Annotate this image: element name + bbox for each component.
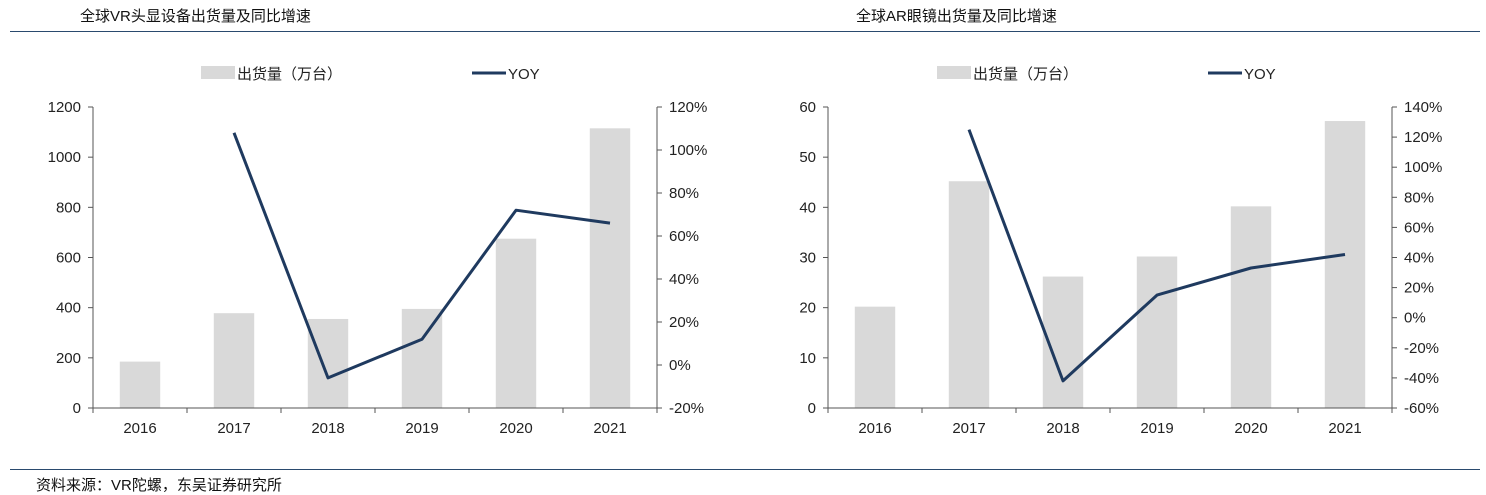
top-divider (10, 31, 1480, 32)
chart-1-left-tick-label: 200 (56, 350, 81, 367)
chart-2-right-tick-label: 0% (1404, 310, 1426, 327)
chart-1-legend-bar-label: 出货量（万台） (237, 66, 342, 83)
bottom-divider (10, 469, 1480, 470)
chart-2-legend-bar-swatch (937, 66, 971, 79)
chart-2-x-label-2017: 2017 (952, 420, 985, 437)
chart-2-left-tick-label: 60 (799, 99, 816, 116)
chart-2-legend-bar-label: 出货量（万台） (973, 66, 1078, 83)
chart-2-left-tick-label: 50 (799, 149, 816, 166)
chart-1-right-tick-label: 20% (669, 314, 699, 331)
chart-1-right-tick-label: -20% (669, 400, 704, 417)
chart-2-right-tick-label: 60% (1404, 219, 1434, 236)
chart-2-left-tick-label: 10 (799, 350, 816, 367)
chart-1-right-tick-label: 120% (669, 99, 707, 116)
chart-1-x-label-2021: 2021 (593, 420, 626, 437)
chart-1-left-tick-label: 800 (56, 199, 81, 216)
chart-1-left-tick-label: 400 (56, 300, 81, 317)
chart-1-left-tick-label: 1200 (48, 99, 81, 116)
chart-1-right-tick-label: 40% (669, 271, 699, 288)
chart-2-right-tick-label: 100% (1404, 159, 1442, 176)
chart-1-right-tick-label: 0% (669, 357, 691, 374)
chart-1-left-tick-label: 600 (56, 250, 81, 267)
chart-1-legend-bar-swatch (201, 66, 235, 79)
chart-1-left-tick-label: 0 (73, 400, 81, 417)
chart-2-bar-2016 (854, 306, 896, 408)
chart-2-legend-line-label: YOY (1244, 66, 1276, 83)
chart-2-bar-2021 (1324, 121, 1366, 409)
chart-2-right-tick-label: 20% (1404, 280, 1434, 297)
chart-2-yoy-line (967, 129, 1346, 383)
chart-2-title: 全球AR眼镜出货量及同比增速 (856, 8, 1057, 25)
chart-2-bar-2020 (1230, 206, 1272, 408)
chart-1-bar-2017 (213, 313, 255, 408)
chart-1-bar-2018 (307, 318, 349, 408)
chart-1-right-tick-label: 80% (669, 185, 699, 202)
chart-2-x-label-2018: 2018 (1046, 420, 1079, 437)
chart-2-svg: 0 10 20 30 40 50 60 -60% -40% -20% 0% 20% 40% 60% 80% 1… (799, 66, 1442, 437)
chart-1-x-label-2016: 2016 (123, 420, 156, 437)
chart-2-right-tick-label: 40% (1404, 250, 1434, 267)
chart-2-left-tick-label: 20 (799, 300, 816, 317)
chart-2-right-tick-label: -20% (1404, 340, 1439, 357)
chart-1-x-label-2019: 2019 (405, 420, 438, 437)
chart-2-left-tick-label: 30 (799, 250, 816, 267)
chart-2-right-tick-label: -40% (1404, 370, 1439, 387)
chart-2-x-label-2021: 2021 (1328, 420, 1361, 437)
chart-1-right-tick-label: 60% (669, 228, 699, 245)
chart-1-bar-2016 (119, 361, 161, 408)
chart-2-right-tick-label: -60% (1404, 400, 1439, 417)
chart-1-svg: 0 200 400 600 800 1000 1200 -20% 0% 20% 40% 60% 80% 1… (48, 66, 707, 437)
chart-2-bar-2017 (948, 181, 990, 408)
chart-2-x-label-2019: 2019 (1140, 420, 1173, 437)
chart-1-x-label-2017: 2017 (217, 420, 250, 437)
chart-2-x-label-2020: 2020 (1234, 420, 1267, 437)
chart-2-x-label-2016: 2016 (858, 420, 891, 437)
chart-2-right-tick-label: 80% (1404, 189, 1434, 206)
chart-1-title: 全球VR头显设备出货量及同比增速 (80, 8, 311, 25)
chart-1-yoy-line (232, 132, 611, 380)
chart-2-right-tick-label: 120% (1404, 129, 1442, 146)
chart-1-right-tick-label: 100% (669, 142, 707, 159)
chart-2-left-tick-label: 0 (808, 400, 816, 417)
source-note: 资料来源：VR陀螺，东吴证券研究所 (36, 477, 282, 494)
chart-1-legend-line-label: YOY (508, 66, 540, 83)
chart-2-bar-2019 (1136, 256, 1178, 408)
chart-1-x-label-2018: 2018 (311, 420, 344, 437)
chart-2-right-tick-label: 140% (1404, 99, 1442, 116)
chart-1-left-tick-label: 1000 (48, 149, 81, 166)
chart-1-x-label-2020: 2020 (499, 420, 532, 437)
chart-1-bar-2021 (589, 128, 631, 408)
chart-1-bar-2020 (495, 238, 537, 408)
chart-1-bar-2019 (401, 308, 443, 408)
chart-2-left-tick-label: 40 (799, 199, 816, 216)
